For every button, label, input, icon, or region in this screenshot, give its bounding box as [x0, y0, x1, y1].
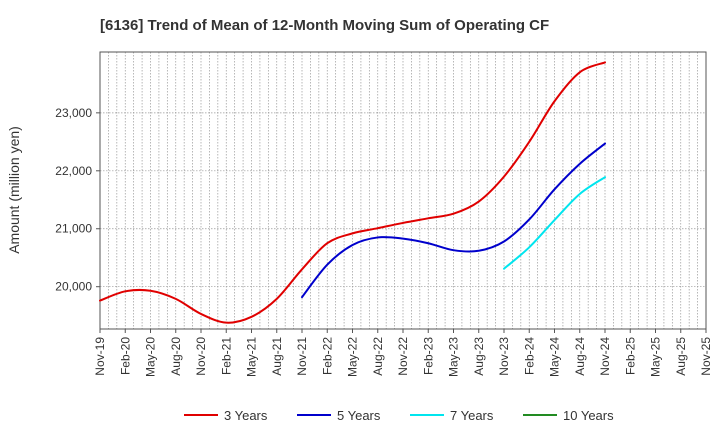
x-tick-label: May-21: [245, 337, 259, 377]
x-tick-label: Aug-23: [472, 337, 486, 376]
x-tick-label: Aug-25: [674, 337, 688, 376]
x-tick-label: Feb-20: [118, 337, 132, 375]
x-tick-label: May-20: [144, 337, 158, 377]
x-tick-label: May-23: [447, 337, 461, 377]
series-line-7-years: [503, 176, 606, 270]
y-tick-label: 23,000: [55, 106, 92, 120]
y-tick-label: 20,000: [55, 280, 92, 294]
x-tick-label: Feb-22: [320, 337, 334, 375]
x-tick-label: Feb-25: [623, 337, 637, 375]
x-tick-label: Nov-21: [295, 337, 309, 376]
legend-label-5-years: 5 Years: [337, 408, 381, 423]
x-tick-label: Feb-21: [219, 337, 233, 375]
x-tick-label: Nov-22: [396, 337, 410, 376]
x-tick-label: May-24: [548, 337, 562, 377]
legend-label-10-years: 10 Years: [563, 408, 614, 423]
legend: 3 Years 5 Years 7 Years 10 Years: [184, 408, 614, 423]
x-tick-label: May-25: [649, 337, 663, 377]
x-tick-label: Aug-21: [270, 337, 284, 376]
legend-label-7-years: 7 Years: [450, 408, 494, 423]
chart-title: [6136] Trend of Mean of 12-Month Moving …: [100, 17, 549, 34]
x-tick-label: Nov-24: [598, 337, 612, 376]
x-tick-label: Feb-23: [421, 337, 435, 375]
x-tick-label: Aug-24: [573, 337, 587, 376]
legend-label-3-years: 3 Years: [224, 408, 268, 423]
x-tick-label: Feb-24: [522, 337, 536, 375]
x-tick-label: Nov-19: [93, 337, 107, 376]
x-tick-label: Aug-22: [371, 337, 385, 376]
series-line-3-years: [99, 61, 606, 324]
x-tick-label: May-22: [346, 337, 360, 377]
x-tick-label: Nov-20: [194, 337, 208, 376]
x-tick-label: Nov-25: [699, 337, 713, 376]
y-tick-label: 21,000: [55, 222, 92, 236]
y-axis-label: Amount (million yen): [6, 126, 22, 254]
x-tick-label: Aug-20: [169, 337, 183, 376]
series-line-5-years: [301, 142, 606, 299]
y-tick-label: 22,000: [55, 164, 92, 178]
x-tick-label: Nov-23: [497, 337, 511, 376]
